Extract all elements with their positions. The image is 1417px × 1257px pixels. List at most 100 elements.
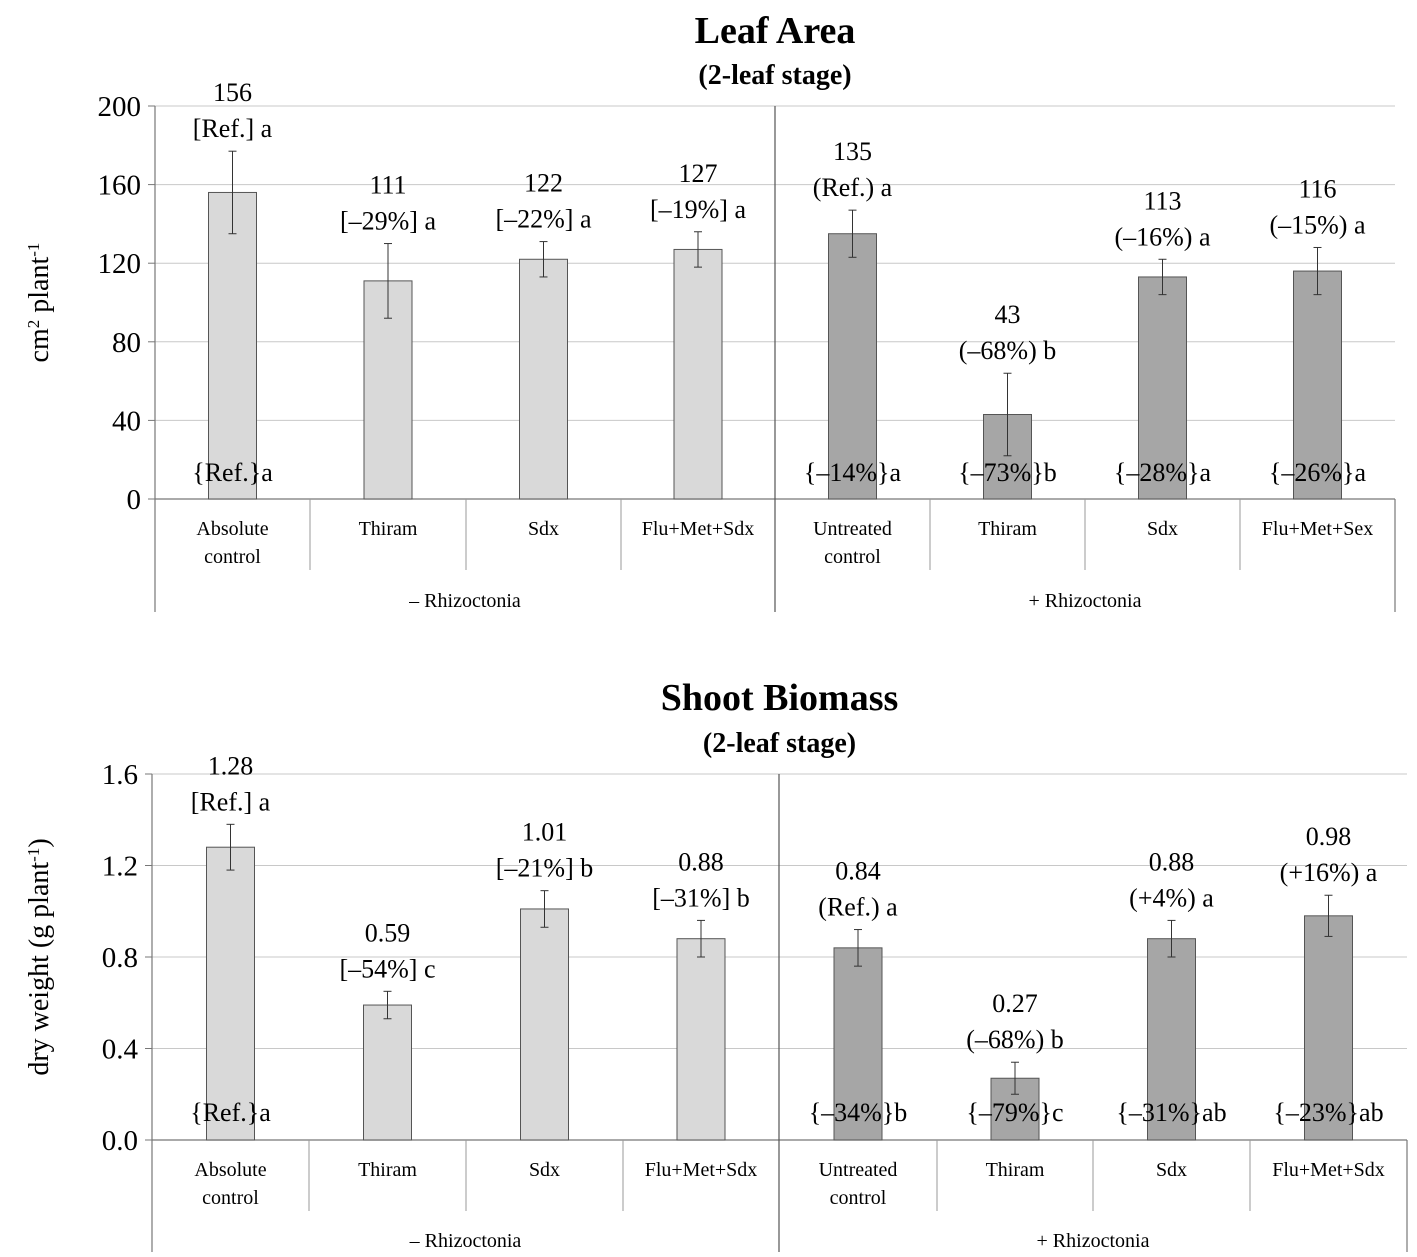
- y-tick-label: 0.4: [102, 1034, 139, 1066]
- y-axis-label: dry weight (g plant-1): [24, 838, 56, 1075]
- category-label: control: [824, 546, 881, 568]
- bottom-label: {–26%}a: [1269, 458, 1367, 487]
- change-label: (+4%) a: [1129, 883, 1214, 912]
- change-label: (–68%) b: [959, 336, 1056, 365]
- change-label: (–15%) a: [1269, 210, 1365, 239]
- change-label: (+16%) a: [1280, 858, 1378, 887]
- bottom-label: {–28%}a: [1114, 458, 1212, 487]
- y-tick-label: 0.0: [102, 1125, 138, 1157]
- bottom-label: {Ref.}a: [192, 458, 273, 487]
- value-label: 116: [1298, 174, 1336, 203]
- category-label: Flu+Met+Sdx: [645, 1159, 758, 1181]
- value-label: 43: [995, 300, 1021, 329]
- value-label: 0.27: [992, 989, 1038, 1018]
- change-label: (Ref.) a: [813, 173, 893, 202]
- chart-title: Shoot Biomass: [661, 677, 899, 719]
- bar: [363, 1004, 412, 1141]
- value-label: 156: [213, 78, 252, 107]
- change-label: [–22%] a: [495, 205, 591, 234]
- category-label: Thiram: [986, 1159, 1045, 1181]
- change-label: [–21%] b: [496, 854, 593, 883]
- change-label: [–19%] a: [650, 195, 746, 224]
- bar: [208, 191, 257, 500]
- y-tick-label: 200: [98, 91, 142, 123]
- category-label: control: [204, 546, 261, 568]
- chart-panel-2: Shoot Biomass (2-leaf stage) 0.0 0.4 0.8 1.2 1…: [24, 677, 1408, 1252]
- bar: [676, 938, 726, 1141]
- bottom-label: {–79%}c: [966, 1098, 1063, 1127]
- category-label: Flu+Met+Sdx: [642, 518, 755, 540]
- value-label: 0.98: [1306, 822, 1352, 851]
- category-label: Thiram: [359, 518, 418, 540]
- bar: [673, 248, 723, 500]
- value-label: 0.88: [678, 847, 724, 876]
- value-label: 111: [369, 171, 406, 200]
- category-label: control: [202, 1187, 259, 1209]
- category-label: Flu+Met+Sex: [1262, 518, 1373, 540]
- y-tick-label: 0: [127, 484, 142, 516]
- y-axis-label-text: dry weight (g plant: [24, 862, 55, 1076]
- change-label: (–16%) a: [1114, 222, 1210, 251]
- bottom-label: {–23%}ab: [1273, 1098, 1383, 1127]
- bar: [1147, 938, 1196, 1141]
- value-label: 1.28: [208, 751, 254, 780]
- change-label: (–68%) b: [966, 1025, 1063, 1054]
- y-tick-label: 1.2: [102, 851, 138, 883]
- y-tick-label: 120: [98, 248, 142, 280]
- bottom-label: {Ref.}a: [190, 1098, 271, 1127]
- bottom-label: {–34%}b: [809, 1098, 908, 1127]
- value-label: 0.59: [365, 918, 411, 947]
- bar: [206, 846, 255, 1141]
- change-label: [–29%] a: [340, 207, 436, 236]
- category-label: Untreated: [819, 1159, 898, 1181]
- change-label: [Ref.] a: [191, 787, 271, 816]
- group-label: – Rhizoctonia: [408, 590, 521, 612]
- chart-subtitle: (2-leaf stage): [703, 728, 856, 759]
- change-label: (Ref.) a: [818, 893, 898, 922]
- bottom-label: {–31%}ab: [1116, 1098, 1226, 1127]
- value-label: 1.01: [522, 818, 568, 847]
- category-label: Flu+Met+Sdx: [1272, 1159, 1385, 1181]
- bar: [1293, 270, 1342, 500]
- change-label: [Ref.] a: [193, 114, 273, 143]
- chart-title: Leaf Area: [695, 10, 856, 52]
- y-axis-label-superscript: 2: [24, 320, 43, 329]
- category-label: Absolute: [194, 1159, 266, 1181]
- y-axis-label-text: cm: [24, 328, 55, 362]
- bar: [828, 233, 877, 500]
- value-label: 0.84: [835, 857, 881, 886]
- y-axis-label: cm2 plant-1: [24, 243, 56, 363]
- value-label: 113: [1143, 186, 1181, 215]
- bottom-label: {–14%}a: [804, 458, 902, 487]
- bottom-label: {–73%}b: [958, 458, 1057, 487]
- category-label: Thiram: [978, 518, 1037, 540]
- y-tick-label: 160: [98, 170, 142, 202]
- y-axis-label-superscript: -1: [24, 243, 43, 257]
- y-tick-label: 1.6: [102, 759, 138, 791]
- category-label: Sdx: [1156, 1159, 1187, 1181]
- value-label: 135: [833, 137, 872, 166]
- bar: [519, 258, 568, 500]
- y-tick-label: 80: [112, 327, 141, 359]
- group-label: + Rhizoctonia: [1037, 1230, 1150, 1252]
- group-label: + Rhizoctonia: [1029, 590, 1142, 612]
- group-label: – Rhizoctonia: [409, 1230, 522, 1252]
- y-tick-label: 0.8: [102, 942, 138, 974]
- chart-subtitle: (2-leaf stage): [698, 60, 851, 91]
- category-label: Untreated: [813, 518, 892, 540]
- y-axis-label-text: plant: [24, 257, 55, 320]
- value-label: 122: [524, 169, 563, 198]
- change-label: [–31%] b: [652, 883, 749, 912]
- category-label: Sdx: [1147, 518, 1178, 540]
- bar: [1138, 276, 1187, 500]
- y-axis-label-text: ): [24, 838, 55, 847]
- category-label: Sdx: [529, 1159, 560, 1181]
- category-label: control: [830, 1187, 887, 1209]
- category-label: Thiram: [358, 1159, 417, 1181]
- value-label: 0.88: [1149, 847, 1195, 876]
- chart-panel-1: Leaf Area (2-leaf stage) 0 40 80 120 160 200 cm2…: [24, 10, 1396, 612]
- category-label: Sdx: [528, 518, 559, 540]
- y-tick-label: 40: [112, 405, 141, 437]
- category-label: Absolute: [196, 518, 268, 540]
